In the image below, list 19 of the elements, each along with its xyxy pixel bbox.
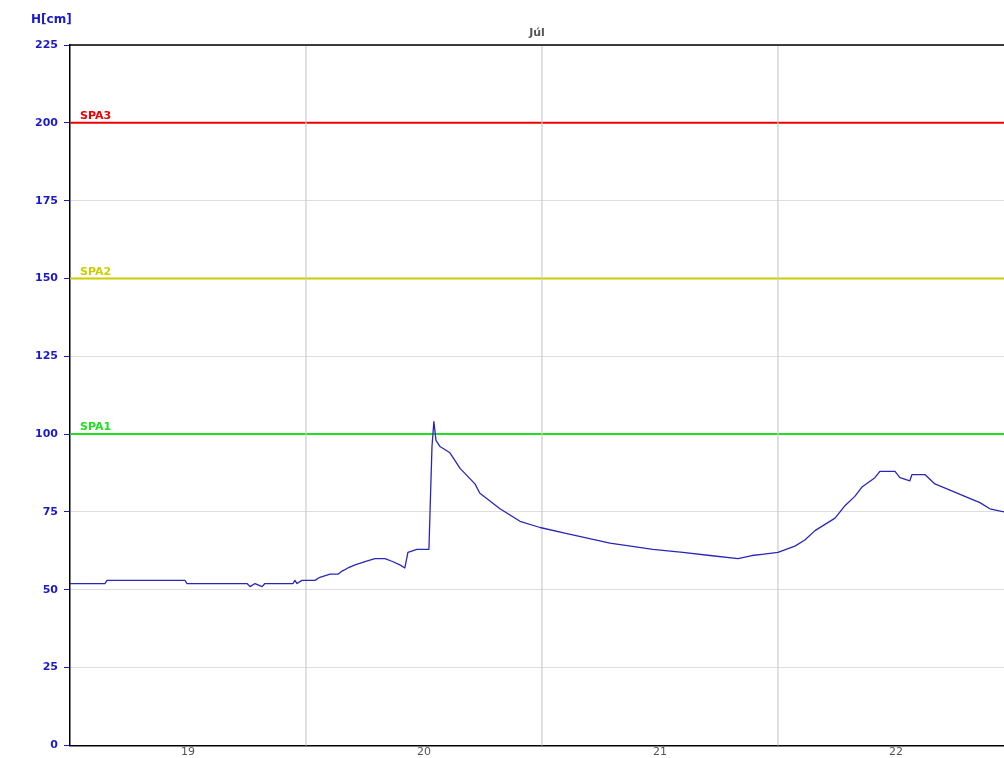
y-axis-title: H[cm]	[31, 12, 72, 27]
y-tick-label: 200	[35, 115, 59, 129]
y-tick-label: 25	[42, 660, 58, 674]
y-tick-label: 0	[50, 738, 59, 752]
y-tick-label: 100	[35, 426, 59, 440]
chart-title: Júl	[528, 26, 545, 40]
ref-line-label: SPA3	[80, 109, 112, 123]
y-tick-label: 150	[35, 271, 59, 285]
y-tick-label: 50	[42, 582, 59, 596]
ref-line-label: SPA1	[80, 420, 112, 434]
ref-line-label: SPA2	[80, 264, 112, 278]
y-tick-label: 175	[35, 193, 58, 207]
x-tick-label: 19	[180, 744, 195, 758]
y-tick-label: 125	[35, 349, 58, 363]
y-tick-label: 75	[42, 504, 58, 518]
y-tick-label: 225	[35, 37, 58, 51]
x-tick-label: 21	[652, 744, 667, 758]
x-tick-label: 20	[416, 744, 431, 758]
x-tick-label: 22	[888, 744, 903, 758]
